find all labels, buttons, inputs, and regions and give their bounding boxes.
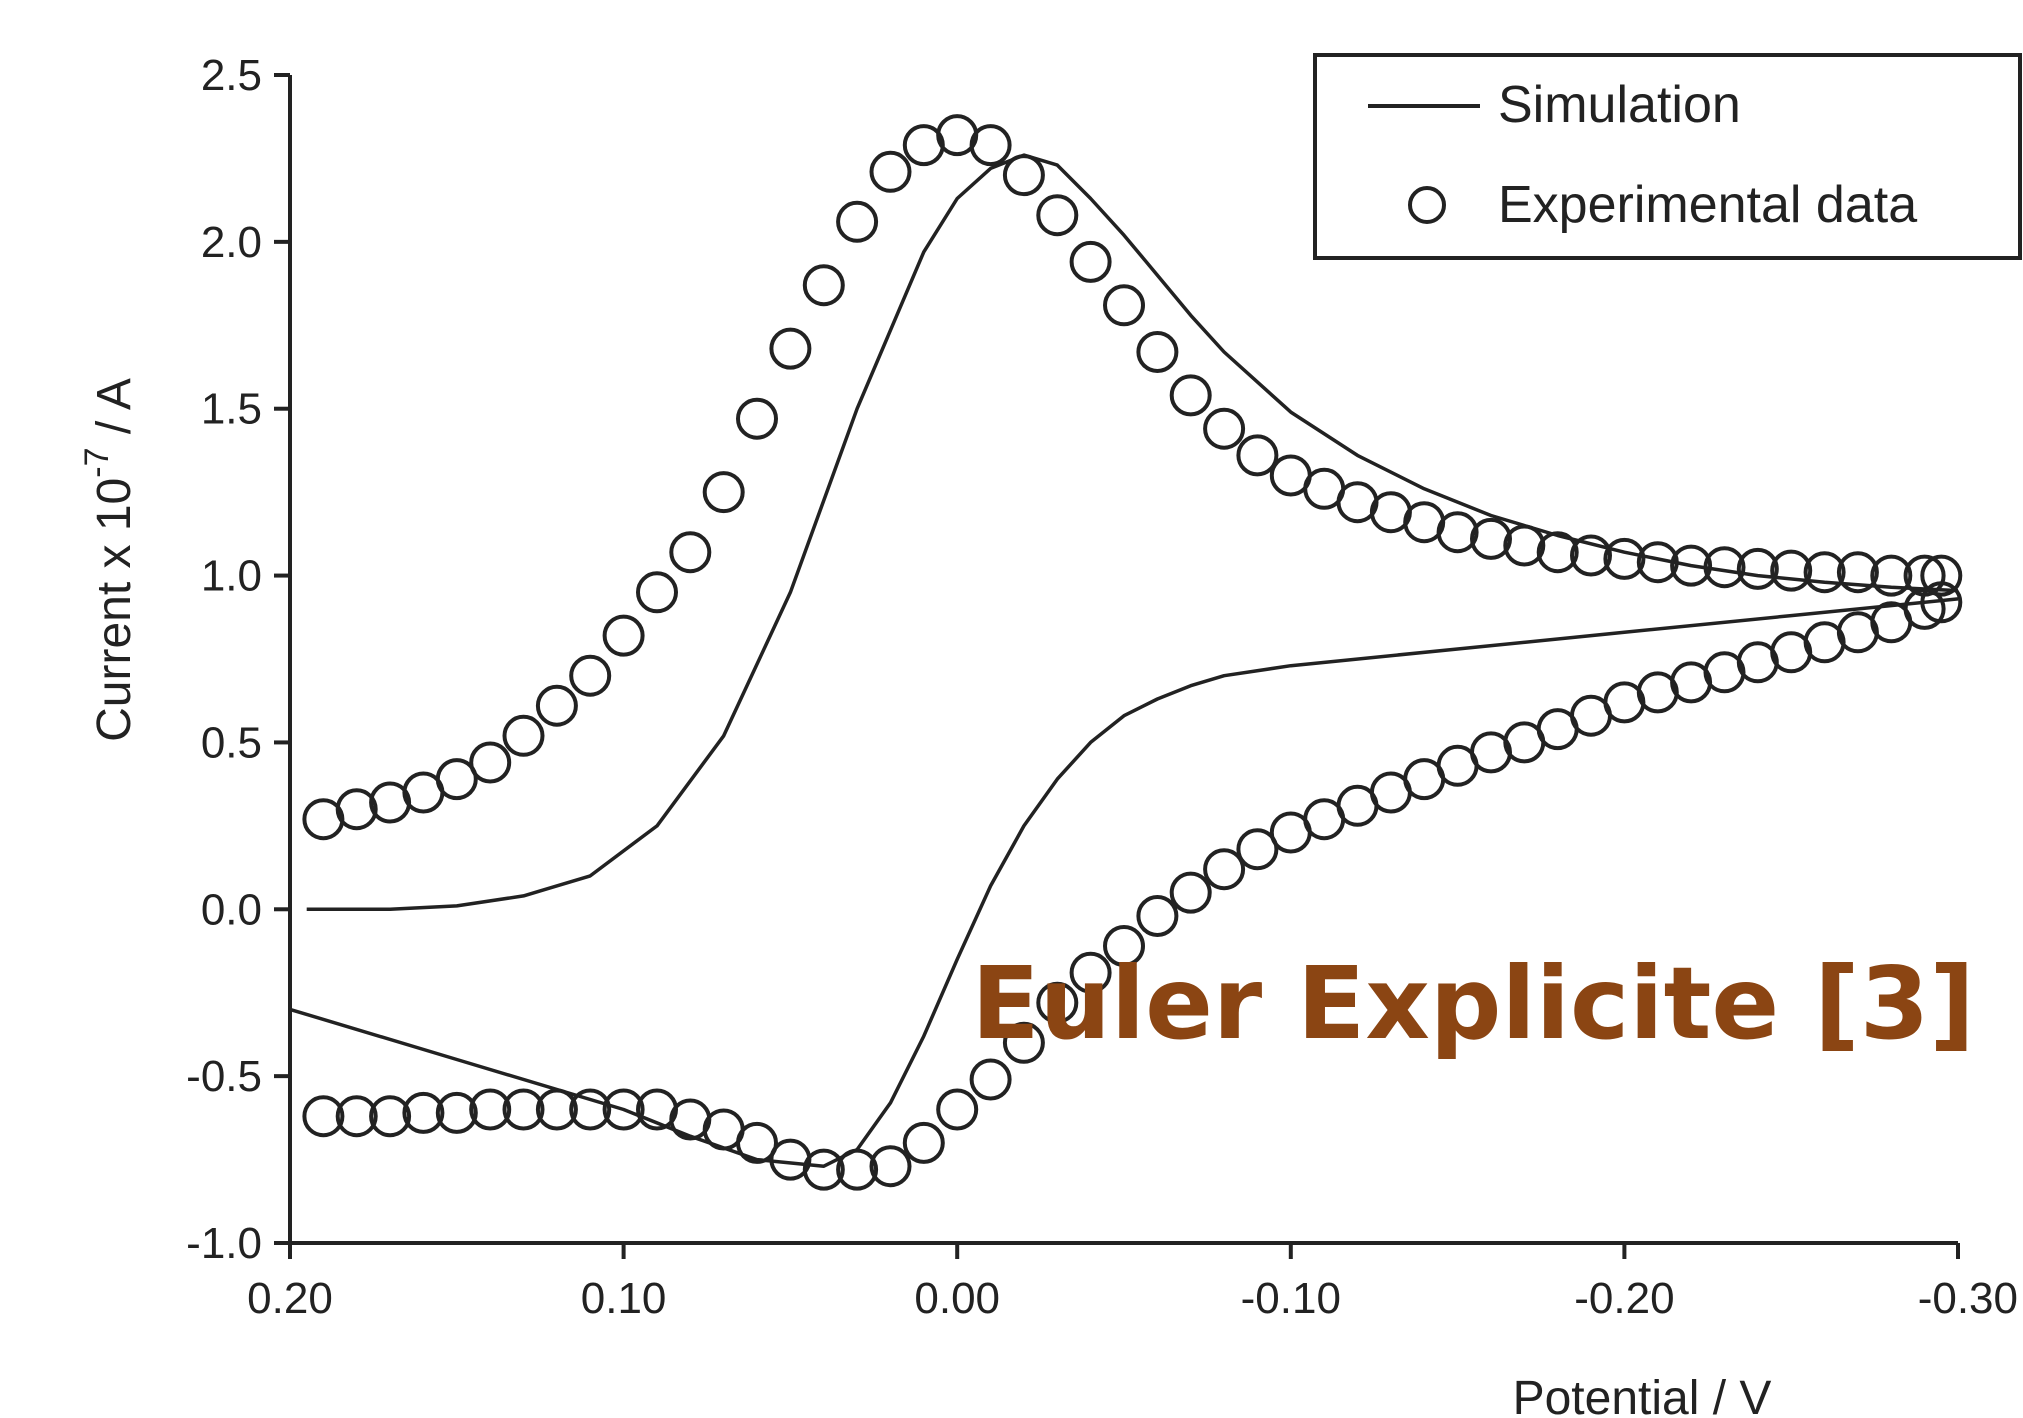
experimental-point: [535, 1088, 578, 1131]
experimental-point: [1770, 549, 1813, 592]
experimental-point: [302, 1095, 345, 1138]
experimental-point: [1636, 541, 1679, 584]
legend: Simulation Experimental data: [1313, 53, 2022, 260]
y-tick-label: -0.5: [186, 1052, 262, 1101]
experimental-point: [1103, 284, 1145, 327]
experimental-point: [769, 1138, 812, 1181]
experimental-point: [1236, 434, 1279, 477]
x-tick-label: 0.00: [914, 1274, 1000, 1323]
experimental-point: [1069, 951, 1112, 994]
experimental-point: [369, 1095, 412, 1138]
annotation-label: Euler Explicite [3]: [971, 945, 1975, 1062]
experimental-point: [1203, 848, 1246, 891]
legend-label-simulation: Simulation: [1498, 76, 1741, 134]
experimental-point: [902, 1121, 945, 1164]
experimental-point: [869, 150, 912, 193]
x-tick-label: -0.30: [1918, 1274, 2018, 1323]
experimental-point: [569, 654, 612, 697]
experimental-point: [535, 684, 578, 727]
y-tick-label: 1.5: [201, 385, 262, 434]
experimental-point: [936, 1088, 979, 1131]
experimental-point: [836, 200, 879, 243]
experimental-point: [1236, 828, 1279, 871]
experimental-point: [1103, 925, 1145, 967]
experimental-point: [1036, 981, 1079, 1024]
experimental-point: [469, 741, 512, 784]
experimental-point: [402, 1091, 445, 1134]
experimental-point: [1836, 551, 1879, 594]
experimental-point: [769, 327, 812, 370]
experimental-point: [702, 471, 745, 514]
x-axis-title: Potential / V: [1513, 1372, 1772, 1418]
experimental-point: [1670, 544, 1713, 587]
experimental-point: [1136, 895, 1179, 937]
y-tick-label: 2.5: [201, 51, 262, 100]
legend-circle-swatch: [1408, 186, 1446, 224]
experimental-point: [435, 1091, 478, 1134]
experimental-point: [1069, 240, 1112, 283]
y-axis-title-exponent: -7: [78, 448, 116, 478]
y-axis-title-prefix: Current x 10: [88, 478, 141, 742]
experimental-point: [969, 124, 1012, 167]
experimental-point: [1503, 524, 1546, 567]
experimental-point: [1736, 547, 1779, 590]
experimental-point: [435, 758, 478, 801]
experimental-point: [1703, 546, 1746, 589]
experimental-point: [1169, 871, 1212, 914]
experimental-point: [1036, 194, 1079, 237]
experimental-point: [1536, 531, 1579, 574]
y-axis-title-suffix: / A: [88, 378, 141, 447]
experimental-point: [1169, 374, 1212, 417]
experimental-point: [1002, 1021, 1045, 1064]
experimental-point: [502, 714, 545, 757]
axes: -1.0 -0.5 0.0 0.5 1.0 1.5 2.0 2.5 0.20 0.10 0.00 -0…: [186, 51, 2018, 1323]
experimental-point: [1136, 331, 1179, 373]
experimental-point: [469, 1088, 512, 1131]
experimental-point: [636, 1088, 678, 1131]
y-axis-title: Current x 10-7 / A: [78, 378, 141, 742]
simulation-line-segment-2: [289, 597, 1959, 1168]
y-tick-label: 0.5: [201, 718, 262, 767]
experimental-point: [636, 571, 678, 614]
legend-label-experimental: Experimental data: [1498, 176, 1917, 234]
experimental-point: [1570, 534, 1612, 577]
experimental-point: [802, 264, 845, 307]
y-tick-label: -1.0: [186, 1219, 262, 1268]
experimental-point: [969, 1058, 1012, 1101]
x-tick-label: 0.10: [581, 1274, 667, 1323]
experimental-point: [602, 614, 645, 657]
x-tick-label: -0.10: [1241, 1274, 1341, 1323]
experimental-point: [602, 1088, 645, 1131]
experimental-point: [669, 531, 712, 574]
x-tick-label: 0.20: [247, 1274, 333, 1323]
experimental-point: [335, 1095, 378, 1138]
experimental-point: [335, 788, 378, 831]
experimental-point: [1803, 551, 1846, 594]
experimental-point: [1436, 511, 1479, 554]
y-tick-label: 2.0: [201, 218, 262, 267]
experimental-point: [836, 1148, 879, 1191]
experimental-point: [1203, 407, 1246, 450]
y-tick-label: 0.0: [201, 885, 262, 934]
x-tick-label: -0.20: [1574, 1274, 1674, 1323]
experimental-point: [736, 397, 778, 440]
experimental-point: [1920, 554, 1963, 597]
experimental-point: [1269, 811, 1312, 854]
experimental-point: [1470, 517, 1512, 560]
y-tick-label: 1.0: [201, 552, 262, 601]
experimental-point: [1870, 554, 1913, 597]
experimental-point: [1002, 154, 1045, 197]
series-layer: [289, 114, 1963, 1191]
experimental-point: [1603, 537, 1646, 580]
experimental-point: [502, 1088, 545, 1131]
simulation-line-segment-1: [306, 153, 1959, 912]
experimental-point: [869, 1145, 912, 1188]
experimental-point: [569, 1088, 612, 1131]
legend-box: [1313, 53, 2022, 260]
